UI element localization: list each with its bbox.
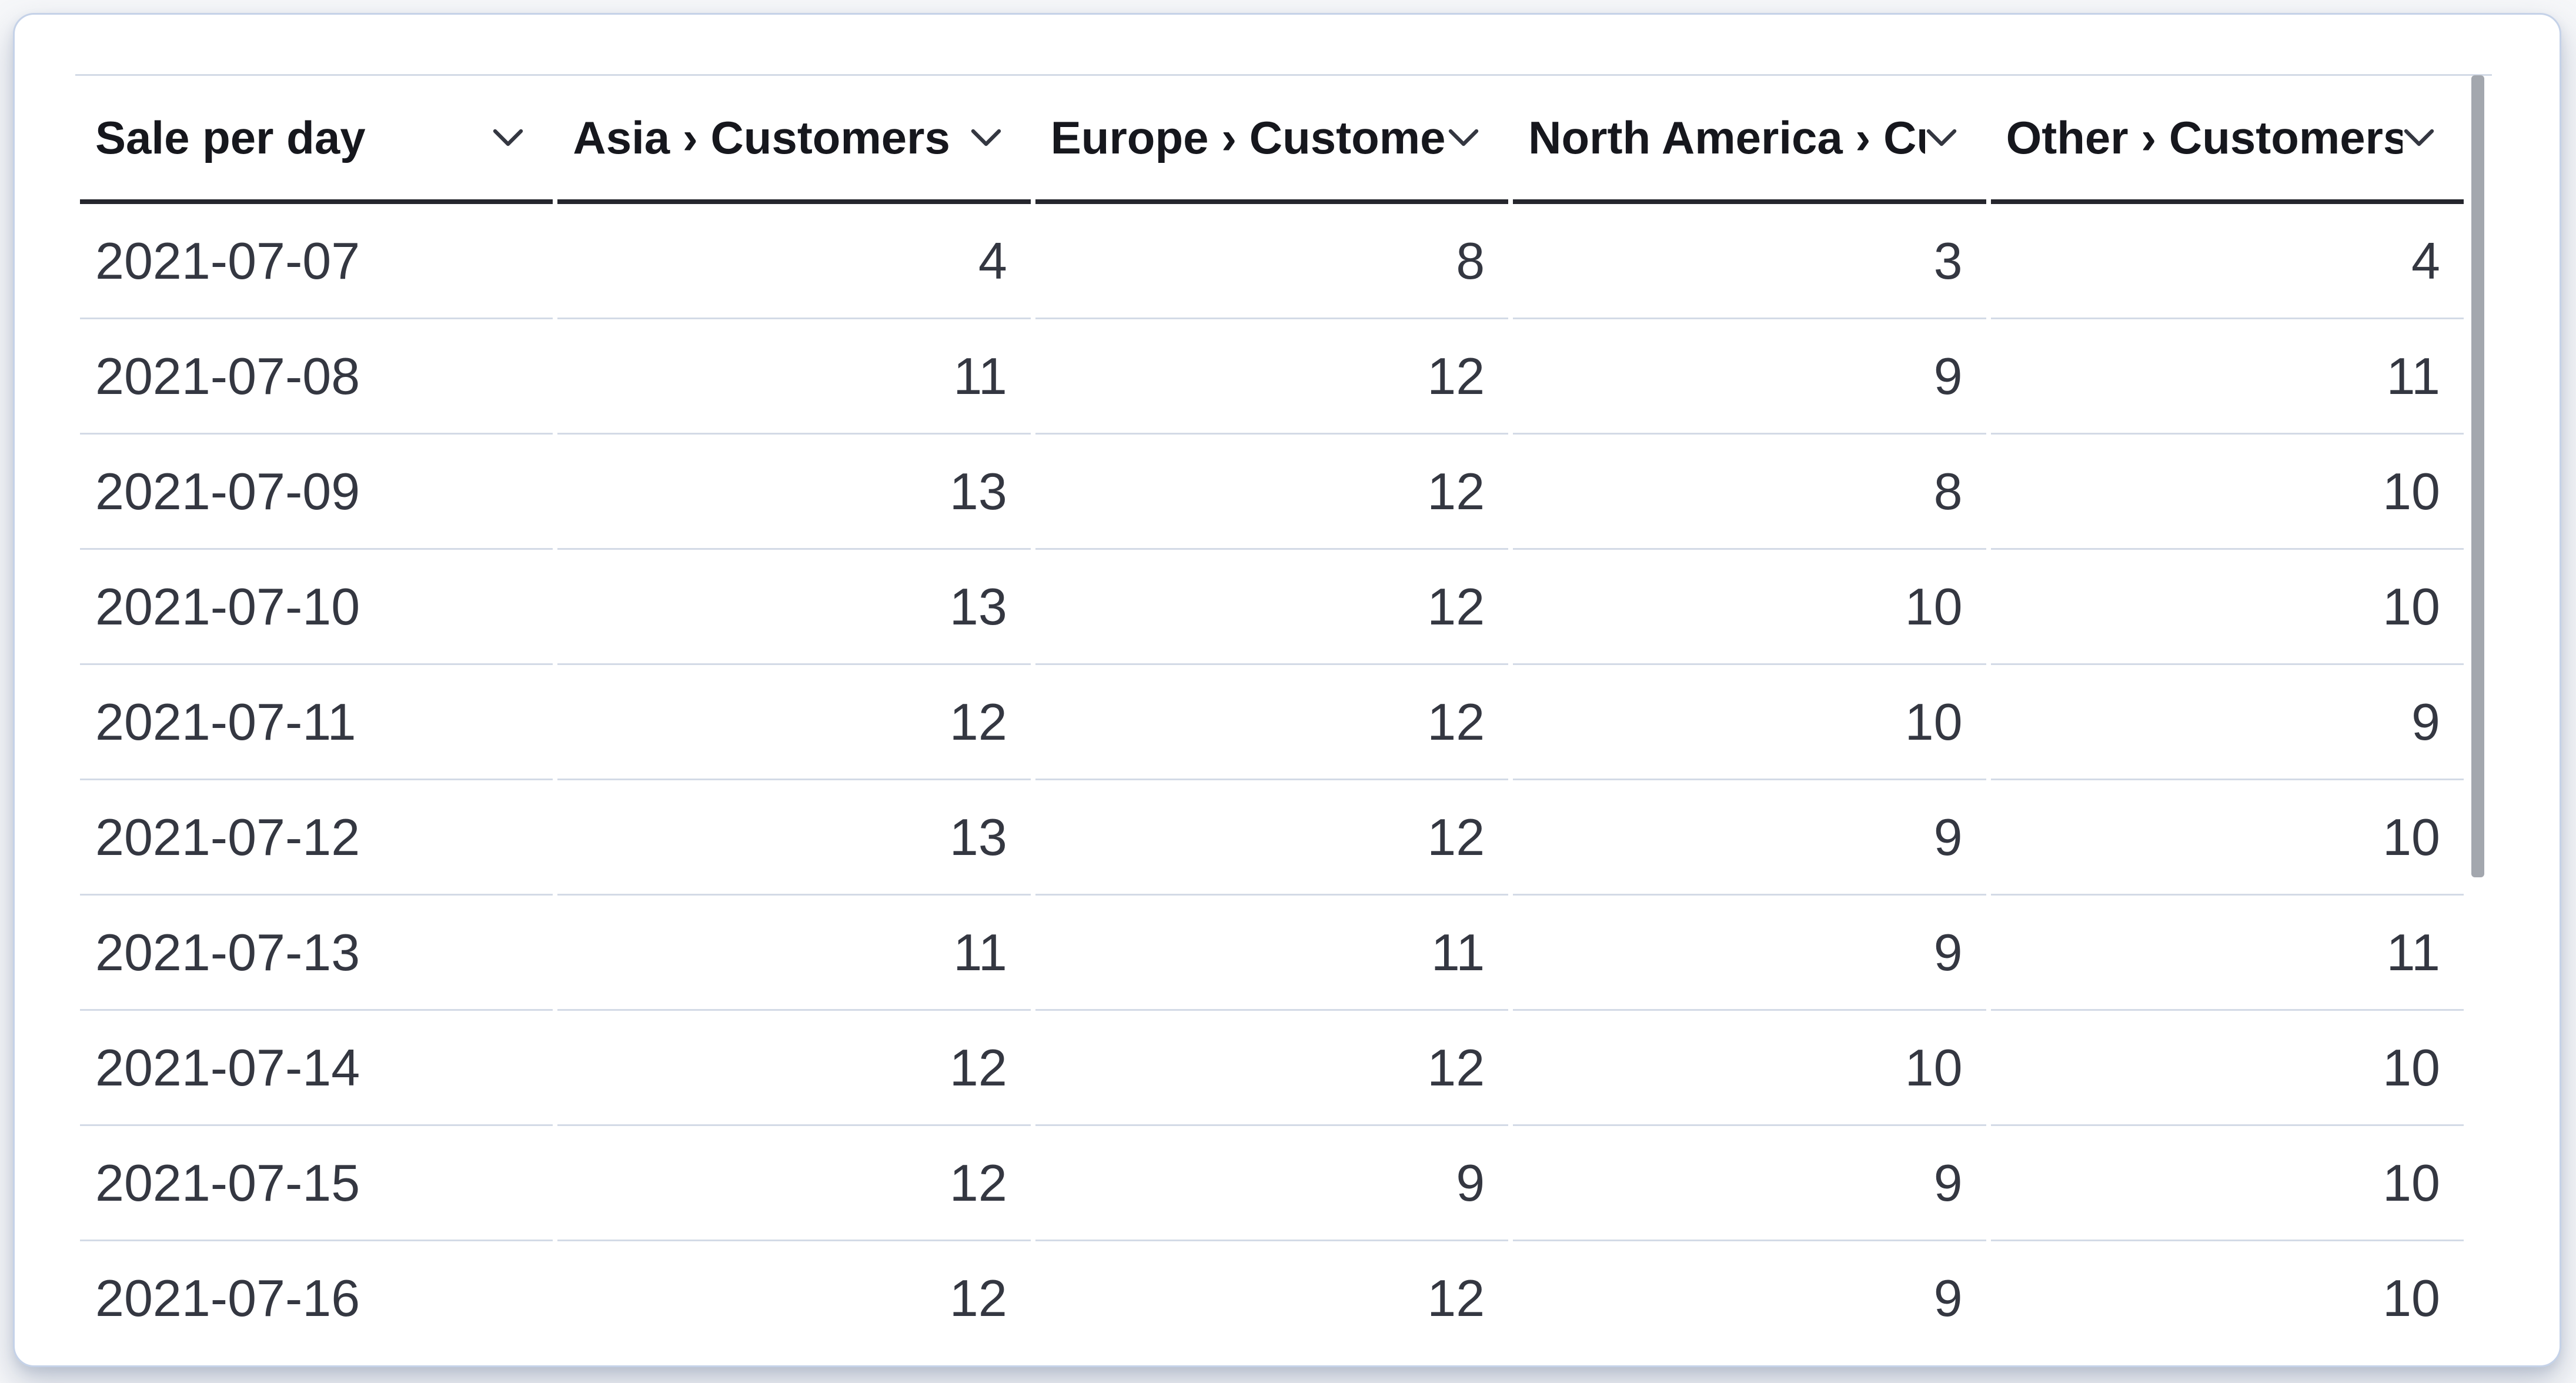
date-cell: 2021-07-13 <box>80 896 553 1011</box>
table-row: 2021-07-09 13 12 8 10 <box>80 435 2464 550</box>
column-header-inner: North America › Customers <box>1528 111 1986 165</box>
column-header-label: Sale per day <box>95 111 366 163</box>
value-cell: 9 <box>1513 319 1986 435</box>
chevron-down-icon[interactable] <box>970 128 1003 148</box>
column-header-sale-per-day[interactable]: Sale per day <box>80 76 553 204</box>
value-cell: 12 <box>1035 550 1509 665</box>
value-cell: 12 <box>557 1241 1031 1352</box>
column-header-other-customers[interactable]: Other › Customers <box>1990 76 2464 204</box>
value-cell: 12 <box>1035 1011 1509 1126</box>
table-row: 2021-07-08 11 12 9 11 <box>80 319 2464 435</box>
value-cell: 3 <box>1513 204 1986 319</box>
table-row: 2021-07-13 11 11 9 11 <box>80 896 2464 1011</box>
value-cell: 4 <box>1990 204 2464 319</box>
column-header-inner: Other › Customers <box>2006 111 2464 165</box>
chevron-down-icon[interactable] <box>1447 128 1480 148</box>
value-cell: 10 <box>1990 1241 2464 1352</box>
value-cell: 13 <box>557 550 1031 665</box>
value-cell: 9 <box>1513 780 1986 896</box>
column-header-label: North America › Customers <box>1528 111 1925 163</box>
sale-per-day-table: Sale per day Asia › Customers Europe › Cus… <box>75 76 2468 1352</box>
value-cell: 10 <box>1990 550 2464 665</box>
value-cell: 11 <box>1990 896 2464 1011</box>
value-cell: 12 <box>1035 435 1509 550</box>
date-cell: 2021-07-09 <box>80 435 553 550</box>
table-panel-card: Sale per day Asia › Customers Europe › Cus… <box>13 13 2561 1367</box>
value-cell: 11 <box>1990 319 2464 435</box>
value-cell: 11 <box>557 319 1031 435</box>
chevron-down-icon[interactable] <box>492 128 524 148</box>
value-cell: 10 <box>1990 1011 2464 1126</box>
column-header-label: Europe › Customers <box>1050 111 1448 163</box>
table-row: 2021-07-15 12 9 9 10 <box>80 1126 2464 1241</box>
value-cell: 12 <box>557 1011 1031 1126</box>
date-cell: 2021-07-16 <box>80 1241 553 1352</box>
value-cell: 8 <box>1035 204 1509 319</box>
value-cell: 8 <box>1513 435 1986 550</box>
table-row: 2021-07-10 13 12 10 10 <box>80 550 2464 665</box>
date-cell: 2021-07-14 <box>80 1011 553 1126</box>
value-cell: 10 <box>1513 550 1986 665</box>
column-header-inner: Europe › Customers <box>1051 111 1508 165</box>
table-header-row: Sale per day Asia › Customers Europe › Cus… <box>80 76 2464 204</box>
chevron-down-icon[interactable] <box>2403 128 2435 148</box>
column-header-inner: Sale per day <box>95 111 553 165</box>
value-cell: 9 <box>1513 896 1986 1011</box>
value-cell: 12 <box>557 665 1031 780</box>
date-cell: 2021-07-08 <box>80 319 553 435</box>
column-header-asia-customers[interactable]: Asia › Customers <box>557 76 1031 204</box>
date-cell: 2021-07-11 <box>80 665 553 780</box>
column-header-north-america-customers[interactable]: North America › Customers <box>1513 76 1986 204</box>
value-cell: 9 <box>1513 1241 1986 1352</box>
value-cell: 12 <box>1035 665 1509 780</box>
column-header-label: Asia › Customers <box>573 111 950 163</box>
date-cell: 2021-07-15 <box>80 1126 553 1241</box>
column-header-label: Other › Customers <box>2006 111 2403 163</box>
date-cell: 2021-07-07 <box>80 204 553 319</box>
table-row: 2021-07-12 13 12 9 10 <box>80 780 2464 896</box>
table-row: 2021-07-14 12 12 10 10 <box>80 1011 2464 1126</box>
value-cell: 12 <box>1035 319 1509 435</box>
column-header-europe-customers[interactable]: Europe › Customers <box>1035 76 1509 204</box>
vertical-scrollbar-thumb[interactable] <box>2471 75 2484 877</box>
value-cell: 9 <box>1035 1126 1509 1241</box>
table-row: 2021-07-11 12 12 10 9 <box>80 665 2464 780</box>
value-cell: 13 <box>557 780 1031 896</box>
value-cell: 11 <box>1035 896 1509 1011</box>
value-cell: 9 <box>1990 665 2464 780</box>
value-cell: 10 <box>1990 435 2464 550</box>
value-cell: 12 <box>557 1126 1031 1241</box>
value-cell: 12 <box>1035 780 1509 896</box>
value-cell: 11 <box>557 896 1031 1011</box>
chevron-down-icon[interactable] <box>1925 128 1958 148</box>
value-cell: 10 <box>1990 1126 2464 1241</box>
date-cell: 2021-07-12 <box>80 780 553 896</box>
value-cell: 10 <box>1513 665 1986 780</box>
value-cell: 12 <box>1035 1241 1509 1352</box>
table-row: 2021-07-07 4 8 3 4 <box>80 204 2464 319</box>
value-cell: 9 <box>1513 1126 1986 1241</box>
value-cell: 10 <box>1990 780 2464 896</box>
table-row: 2021-07-16 12 12 9 10 <box>80 1241 2464 1352</box>
value-cell: 13 <box>557 435 1031 550</box>
value-cell: 4 <box>557 204 1031 319</box>
date-cell: 2021-07-10 <box>80 550 553 665</box>
table-scroll-area[interactable]: Sale per day Asia › Customers Europe › Cus… <box>75 74 2492 1352</box>
value-cell: 10 <box>1513 1011 1986 1126</box>
column-header-inner: Asia › Customers <box>573 111 1030 165</box>
